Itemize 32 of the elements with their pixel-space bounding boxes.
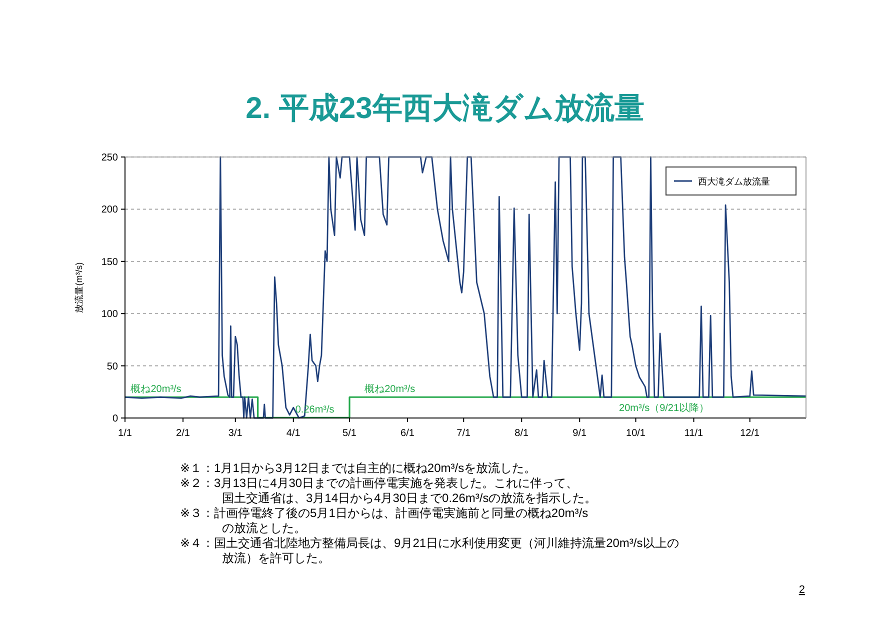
- annotation: 20m³/s（9/21以降）: [619, 402, 710, 414]
- y-tick-label: 100: [101, 309, 118, 320]
- text: ※１：1月1日から3月12日までは自主的に概ね20m³/sを放流した。: [180, 461, 536, 475]
- legend-label: 西大滝ダム放流量: [698, 176, 770, 186]
- x-tick-label: 1/1: [118, 428, 132, 439]
- x-tick-label: 6/1: [400, 428, 415, 439]
- text: ※４：国土交通省北陸地方整備局長は、9月21日に水利使用変更（河川維持流量20m³/s以上の: [180, 536, 679, 550]
- text: ※３：計画停電終了後の5月1日からは、計画停電実施前と同量の概ね20m³/s: [180, 506, 588, 520]
- y-axis-title: 放流量(m³/s): [74, 262, 84, 313]
- text: の放流とした。: [222, 521, 306, 535]
- x-tick-label: 2/1: [176, 428, 190, 439]
- x-tick-label: 7/1: [456, 428, 472, 439]
- annotation: 概ね20m³/s: [130, 383, 182, 396]
- x-tick-label: 8/1: [514, 428, 530, 439]
- y-tick-label: 200: [101, 204, 118, 216]
- text: 2: [798, 584, 805, 596]
- text: 放流）を許可した。: [222, 551, 330, 565]
- chart-title: 2. 平成23年西大滝ダム放流量: [246, 91, 644, 125]
- y-tick-label: 0: [112, 414, 118, 424]
- x-tick-label: 4/1: [286, 428, 301, 439]
- text: ※２：3月13日に4月30日までの計画停電実施を発表した。これに伴って、: [180, 476, 578, 490]
- y-tick-label: 150: [101, 256, 118, 268]
- x-tick-label: 12/1: [740, 428, 760, 439]
- x-tick-label: 3/1: [228, 428, 243, 439]
- x-tick-label: 9/1: [572, 428, 588, 439]
- y-tick-label: 250: [101, 152, 118, 164]
- y-tick-label: 50: [106, 361, 118, 372]
- x-tick-label: 5/1: [342, 428, 357, 439]
- x-tick-label: 10/1: [626, 428, 646, 439]
- annotation: 概ね20m³/s: [364, 383, 416, 396]
- text: 国土交通省は、3月14日から4月30日まで0.26m³/sの放流を指示した。: [222, 491, 597, 505]
- x-tick-label: 11/1: [684, 428, 704, 439]
